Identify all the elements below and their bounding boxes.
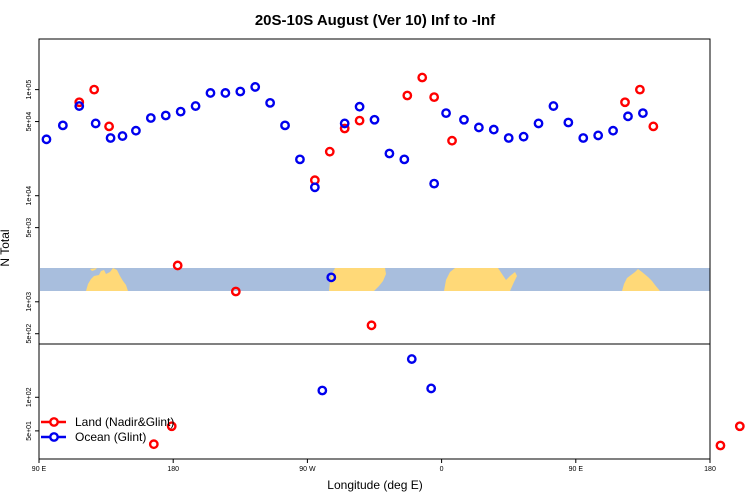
x-tick-label: 90 E	[569, 466, 584, 473]
data-point	[366, 320, 377, 331]
data-point	[563, 117, 574, 128]
data-point	[145, 113, 156, 123]
data-point	[57, 120, 68, 131]
data-point	[354, 115, 365, 126]
data-point	[175, 106, 186, 117]
data-point	[593, 130, 604, 141]
plot-frame	[38, 38, 711, 460]
data-point	[402, 90, 413, 101]
legend-label: Land (Nadir&Glint)	[75, 415, 174, 429]
map-landmass	[90, 268, 97, 271]
y-tick-label: 1e+04	[26, 186, 33, 206]
data-point	[608, 125, 618, 136]
data-point	[503, 133, 514, 143]
x-tick-label: 0	[440, 466, 444, 473]
data-point	[265, 97, 276, 108]
data-point	[384, 148, 395, 159]
data-point	[250, 82, 261, 92]
data-point	[354, 101, 365, 112]
data-point	[105, 133, 116, 143]
legend-marker	[49, 417, 59, 427]
data-point	[426, 383, 437, 394]
data-point	[148, 439, 159, 450]
x-tick-label: 90 E	[32, 466, 47, 473]
data-point	[166, 421, 177, 432]
data-point	[548, 101, 559, 111]
data-point	[447, 135, 457, 146]
x-tick-label: 90 W	[299, 466, 316, 473]
data-point	[399, 154, 410, 165]
data-point	[369, 114, 380, 125]
legend-label: Ocean (Glint)	[75, 430, 146, 444]
data-point	[309, 182, 320, 193]
data-point	[317, 385, 328, 396]
x-axis: 90 E 180 90 W 0 90 E 180	[32, 459, 716, 473]
map-landmass	[329, 268, 386, 291]
y-tick-label: 1e+03	[26, 292, 33, 312]
data-point	[90, 118, 101, 129]
y-tick-label: 1e+05	[26, 80, 33, 100]
data-points	[41, 72, 745, 451]
data-point	[578, 133, 589, 143]
data-point	[41, 134, 52, 145]
data-point	[635, 84, 645, 95]
world-map-strip	[40, 268, 710, 291]
x-axis-label: Longitude (deg E)	[327, 478, 422, 492]
map-landmass	[622, 269, 660, 291]
y-axis: 5e+01 1e+02 5e+02 1e+03 5e+03 1e+04 5e+04 1e+05	[26, 80, 39, 441]
data-point	[429, 92, 440, 103]
data-point	[339, 123, 350, 134]
data-point	[74, 101, 85, 111]
x-tick-label: 180	[167, 466, 179, 473]
data-point	[74, 97, 85, 108]
y-tick-label: 5e+04	[26, 112, 33, 132]
data-point	[339, 118, 350, 129]
data-point	[406, 354, 417, 364]
data-point	[715, 440, 726, 451]
map-landmass	[444, 268, 517, 291]
data-point	[459, 114, 469, 125]
data-point	[160, 110, 171, 121]
data-point	[518, 131, 529, 142]
y-tick-label: 5e+02	[26, 324, 33, 344]
data-point	[638, 108, 648, 119]
data-point	[190, 101, 201, 111]
data-point	[104, 121, 114, 132]
y-tick-label: 1e+02	[26, 387, 33, 407]
data-point	[473, 122, 484, 133]
data-point	[620, 97, 630, 108]
data-point	[131, 125, 141, 136]
y-tick-label: 5e+03	[26, 218, 33, 238]
data-point	[623, 111, 633, 122]
data-point	[324, 146, 335, 157]
data-point	[172, 260, 183, 271]
data-point	[220, 88, 231, 98]
data-point	[326, 272, 337, 283]
data-point	[734, 421, 745, 432]
data-point	[205, 88, 216, 98]
data-point	[441, 108, 451, 119]
data-point	[235, 86, 246, 97]
data-point	[89, 84, 100, 95]
map-landmass	[86, 268, 128, 291]
data-point	[230, 286, 241, 297]
data-point	[417, 72, 428, 83]
y-axis-label: N Total	[0, 229, 12, 266]
legend: Land (Nadir&Glint)Ocean (Glint)	[41, 415, 174, 444]
data-point	[117, 131, 128, 141]
data-point	[488, 124, 499, 135]
data-point	[648, 121, 659, 132]
x-tick-label: 180	[704, 466, 716, 473]
chart-title: 20S-10S August (Ver 10) Inf to -Inf	[255, 12, 496, 29]
data-point	[533, 118, 544, 129]
data-point	[280, 120, 290, 131]
legend-marker	[49, 432, 59, 442]
data-point	[429, 178, 440, 189]
data-point	[295, 154, 305, 165]
y-tick-label: 5e+01	[26, 421, 33, 441]
